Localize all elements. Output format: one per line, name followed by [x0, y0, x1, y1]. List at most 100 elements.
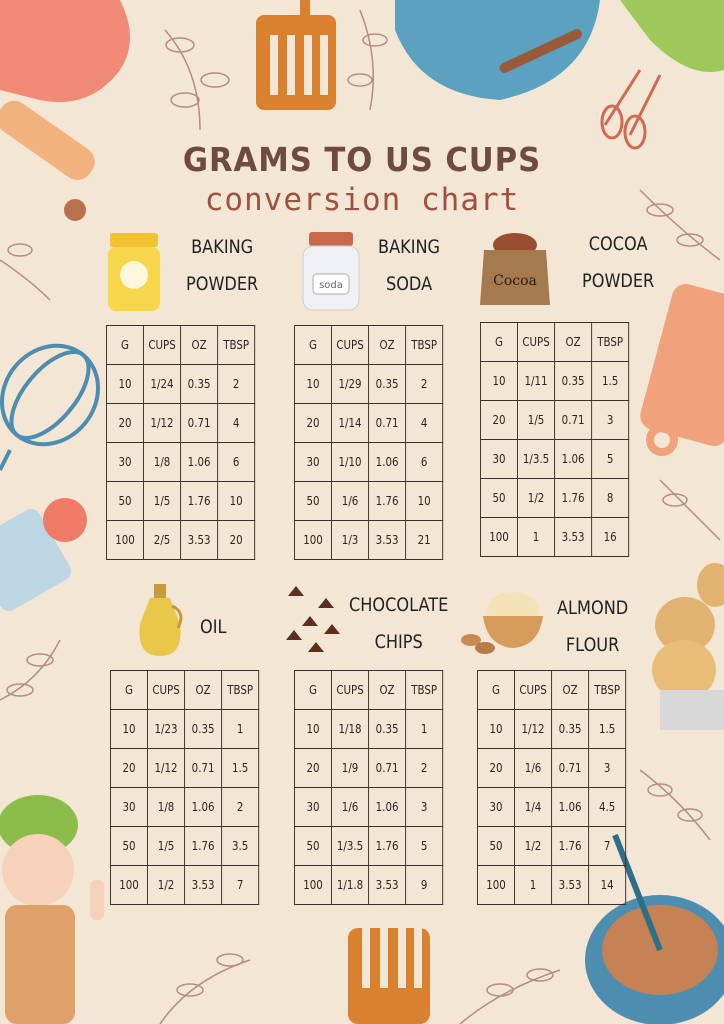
table-cell: 3 [588, 748, 627, 788]
table-cell: 30 [109, 787, 148, 827]
column-header: CUPS [517, 322, 556, 362]
label-line2: POWDER [582, 270, 655, 292]
table-row: 50 1/5 1.76 10 [105, 481, 256, 521]
table-cell: 10 [294, 709, 332, 749]
table-cell: 1 [221, 709, 260, 749]
column-header: G [294, 325, 332, 365]
label-oil: OIL [200, 609, 226, 646]
table-cell: 20 [294, 748, 332, 788]
table-cell: 1/5 [143, 481, 182, 521]
table-row: 30 1/8 1.06 6 [105, 442, 256, 482]
table-cell: 100 [105, 520, 144, 560]
table-cell: 16 [591, 517, 630, 557]
table-row: 100 1/2 3.53 7 [109, 865, 260, 905]
table-header-row: G CUPS OZ TBSP [109, 670, 260, 710]
mixing-bowl-icon [395, 0, 600, 100]
column-header: OZ [368, 325, 407, 365]
column-header: CUPS [147, 670, 186, 710]
table-cell: 30 [105, 442, 144, 482]
label-line2: SODA [385, 273, 433, 295]
table-row: 20 1/6 0.71 3 [477, 748, 627, 788]
table-row: 50 1/6 1.76 10 [294, 481, 444, 521]
label-chocolate-chips: CHOCOLATE CHIPS [349, 587, 448, 661]
fork-icon [348, 928, 430, 1024]
leaf-branch-icon [0, 9, 721, 1024]
table-cell: 2 [217, 364, 256, 404]
table-cell: 100 [480, 517, 519, 557]
spatula-icon [256, 0, 336, 110]
table-row: 100 1 3.53 16 [480, 517, 630, 557]
table-cell: 3.5 [221, 826, 260, 866]
table-cell: 7 [221, 865, 260, 905]
table-cell: 0.71 [180, 403, 219, 443]
label-baking-powder: BAKING POWDER [186, 229, 258, 303]
label-line1: CHOCOLATE [349, 594, 449, 616]
table-row: 10 1/29 0.35 2 [294, 364, 444, 404]
table-row: 30 1/6 1.06 3 [294, 787, 444, 827]
table-cell: 0.71 [551, 748, 590, 788]
table-cell: 2 [221, 787, 260, 827]
column-header: TBSP [405, 325, 444, 365]
label-line2: CHIPS [374, 631, 423, 653]
table-cell: 10 [217, 481, 256, 521]
table-cell: 20 [477, 748, 516, 788]
table-cell: 0.71 [554, 400, 593, 440]
table-chocolate-chips: G CUPS OZ TBSP 10 1/18 0.35 1 20 1/9 0.71 2 30 1/6 1.0… [294, 670, 444, 905]
table-cell: 1/2 [517, 478, 556, 518]
table-cell: 20 [294, 403, 332, 443]
table-cell: 10 [480, 361, 519, 401]
oven-mitt-icon [0, 0, 130, 102]
table-cell: 1/12 [147, 748, 186, 788]
batter-bowl-icon [585, 833, 724, 1024]
table-cell: 1/12 [143, 403, 182, 443]
table-cell: 1.06 [551, 787, 590, 827]
table-cell: 50 [105, 481, 144, 521]
label-line2: FLOUR [565, 634, 620, 656]
column-header: TBSP [405, 670, 444, 710]
table-cell: 100 [294, 520, 332, 560]
cocoa-sack-icon: Cocoa [480, 233, 550, 305]
table-cell: 1/6 [331, 481, 370, 521]
table-cell: 1/3.5 [331, 826, 370, 866]
table-row: 20 1/12 0.71 1.5 [109, 748, 260, 788]
column-header: TBSP [591, 322, 630, 362]
table-row: 10 1/11 0.35 1.5 [480, 361, 630, 401]
table-row: 10 1/23 0.35 1 [109, 709, 260, 749]
table-row: 10 1/12 0.35 1.5 [477, 709, 627, 749]
table-cell: 1/18 [331, 709, 370, 749]
column-header: TBSP [588, 670, 627, 710]
table-cell: 5 [405, 826, 444, 866]
table-row: 50 1/2 1.76 8 [480, 478, 630, 518]
table-cell: 10 [109, 709, 148, 749]
table-cell: 50 [294, 826, 332, 866]
table-cell: 1.76 [368, 481, 407, 521]
table-almond-flour: G CUPS OZ TBSP 10 1/12 0.35 1.5 20 1/6 0.71 3 30 1/4 1… [477, 670, 627, 905]
table-cell: 1/2 [147, 865, 186, 905]
table-baking-powder: G CUPS OZ TBSP 10 1/24 0.35 2 20 1/12 0.71 4 30 1/8 1.… [105, 325, 256, 560]
table-cell: 1.06 [368, 442, 407, 482]
table-cell: 20 [217, 520, 256, 560]
table-cell: 2 [405, 364, 444, 404]
table-cell: 4 [217, 403, 256, 443]
table-cell: 1/14 [331, 403, 370, 443]
table-row: 100 1/1.8 3.53 9 [294, 865, 444, 905]
column-header: CUPS [514, 670, 553, 710]
label-line2: POWDER [186, 273, 259, 295]
table-cell: 1.76 [184, 826, 223, 866]
table-row: 20 1/9 0.71 2 [294, 748, 444, 788]
table-cell: 1/3.5 [517, 439, 556, 479]
column-header: G [477, 670, 516, 710]
table-cell: 6 [405, 442, 444, 482]
table-header-row: G CUPS OZ TBSP [294, 325, 444, 365]
column-header: OZ [551, 670, 590, 710]
page-subtitle: conversion chart [204, 182, 520, 218]
table-cell: 30 [480, 439, 519, 479]
table-cell: 3 [591, 400, 630, 440]
table-cell: 3.53 [368, 520, 407, 560]
table-cell: 1/8 [147, 787, 186, 827]
table-row: 30 1/10 1.06 6 [294, 442, 444, 482]
table-cell: 7 [588, 826, 627, 866]
column-header: OZ [180, 325, 219, 365]
column-header: OZ [554, 322, 593, 362]
